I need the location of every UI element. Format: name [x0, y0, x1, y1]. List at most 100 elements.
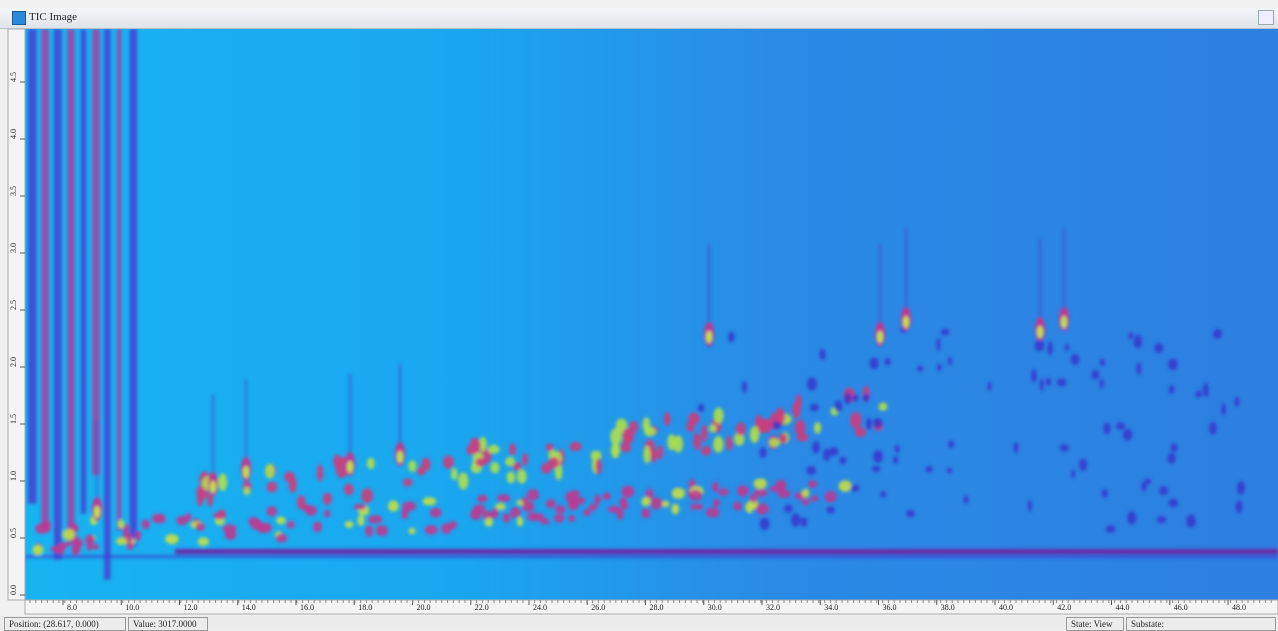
- x-tick-label: 28.0: [650, 603, 664, 612]
- y-tick-label: 4.5: [9, 72, 18, 82]
- peak: [588, 503, 598, 511]
- peak: [408, 460, 417, 473]
- peak: [1070, 353, 1080, 366]
- peak: [1079, 458, 1088, 472]
- peak: [850, 411, 862, 429]
- peak: [728, 331, 735, 343]
- peak: [555, 505, 566, 514]
- peak: [1195, 390, 1203, 398]
- peak: [265, 463, 275, 479]
- peak: [1091, 369, 1100, 380]
- solvent-streak: [92, 29, 100, 476]
- peak: [1136, 362, 1142, 375]
- peak: [650, 497, 663, 510]
- peak: [541, 518, 550, 525]
- peak: [554, 513, 565, 523]
- x-tick-label: 34.0: [824, 603, 838, 612]
- peak: [1122, 428, 1133, 441]
- peak: [810, 495, 819, 502]
- peak: [1045, 377, 1052, 386]
- solvent-streak: [41, 29, 49, 533]
- peak-tail: [399, 364, 401, 454]
- peak: [1047, 341, 1053, 356]
- peak: [862, 393, 870, 403]
- peak: [266, 506, 278, 517]
- peak: [458, 472, 469, 490]
- peak-core: [1037, 326, 1043, 338]
- peak-tail: [879, 244, 881, 334]
- peak: [854, 427, 866, 438]
- peak: [1099, 358, 1105, 367]
- peak: [366, 457, 375, 470]
- peak: [86, 539, 93, 551]
- peak: [810, 403, 819, 412]
- x-tick-label: 8.0: [67, 603, 77, 612]
- peak-tail: [212, 394, 214, 484]
- peak: [1056, 378, 1067, 387]
- close-button[interactable]: [1258, 10, 1274, 25]
- peak: [873, 450, 883, 463]
- peak: [667, 434, 676, 451]
- peak: [812, 440, 821, 454]
- peak: [742, 381, 748, 394]
- peak: [365, 525, 373, 537]
- peak: [361, 488, 373, 504]
- peak: [343, 483, 354, 496]
- peak: [792, 401, 801, 419]
- peak: [1105, 525, 1116, 533]
- baseline-band: [25, 555, 1278, 558]
- peak: [506, 471, 516, 484]
- peak: [656, 445, 664, 460]
- peak: [1127, 511, 1137, 525]
- peak: [1059, 443, 1069, 452]
- x-tick-label: 30.0: [708, 603, 722, 612]
- peak: [865, 417, 872, 430]
- peak: [689, 503, 704, 510]
- peak: [689, 489, 703, 501]
- peak: [375, 525, 389, 537]
- peak: [643, 445, 651, 464]
- peak: [759, 517, 770, 531]
- peak: [56, 543, 65, 555]
- peak: [545, 499, 556, 509]
- peak-tail: [349, 374, 351, 464]
- peak: [595, 458, 602, 475]
- window-title: TIC Image: [29, 11, 77, 23]
- y-tick-label: 2.5: [9, 300, 18, 310]
- peak: [733, 501, 742, 511]
- peak: [987, 381, 992, 391]
- peak: [1013, 442, 1019, 454]
- peak: [641, 508, 651, 519]
- solvent-streak: [28, 29, 37, 504]
- peak: [1144, 478, 1152, 485]
- x-tick-label: 12.0: [184, 603, 198, 612]
- peak: [126, 541, 134, 551]
- peak: [545, 443, 554, 452]
- peak: [844, 391, 852, 405]
- peak: [443, 455, 454, 469]
- x-tick-label: 16.0: [300, 603, 314, 612]
- peak: [801, 488, 810, 498]
- peak: [62, 529, 75, 541]
- peak: [706, 507, 720, 518]
- peak-core: [1061, 316, 1067, 328]
- peak: [1168, 498, 1179, 508]
- peak-tail: [905, 229, 907, 319]
- peak: [628, 420, 638, 434]
- solvent-streak: [116, 29, 122, 531]
- peak: [693, 432, 702, 450]
- peak: [753, 488, 768, 497]
- peak: [316, 464, 324, 482]
- peak: [388, 500, 399, 512]
- peak: [755, 414, 763, 429]
- peak: [937, 363, 942, 372]
- peak: [286, 520, 295, 529]
- peak: [583, 508, 591, 517]
- window-icon: [12, 11, 26, 25]
- peak: [495, 503, 506, 511]
- peak: [554, 463, 563, 481]
- peak: [422, 497, 437, 506]
- peak: [475, 457, 486, 468]
- x-tick-label: 32.0: [766, 603, 780, 612]
- peak: [312, 521, 323, 533]
